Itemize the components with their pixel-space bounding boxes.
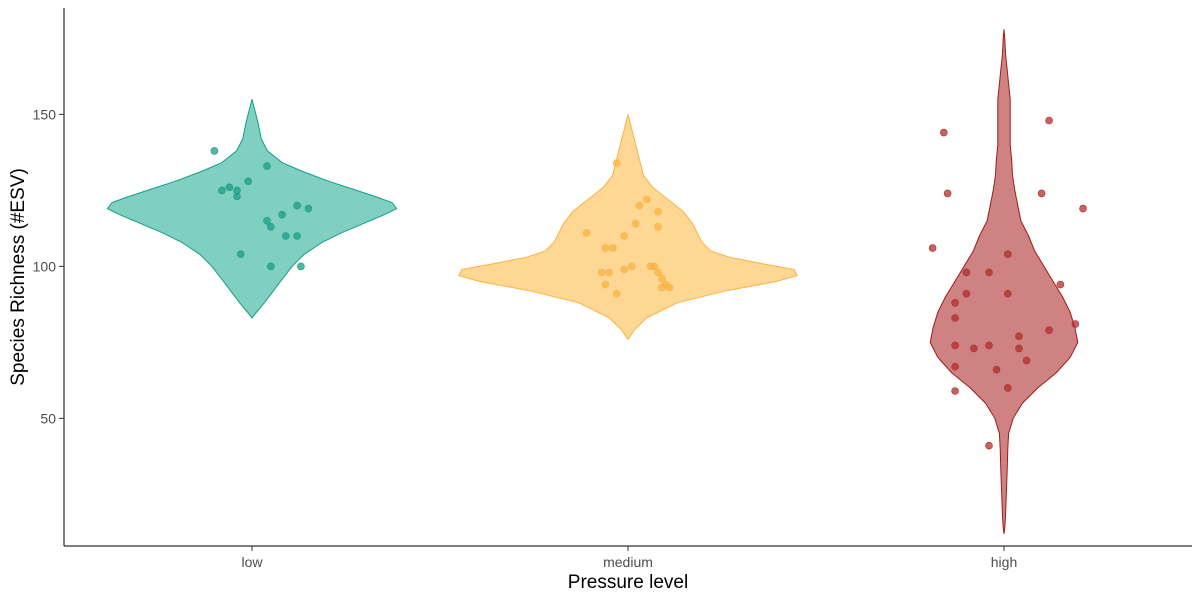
point-high: [1015, 332, 1023, 341]
point-low: [304, 204, 313, 213]
point-medium: [642, 195, 651, 204]
point-low: [210, 147, 219, 155]
point-medium: [631, 220, 640, 228]
point-high: [1037, 189, 1046, 198]
jitter-points-layer: [210, 116, 1087, 450]
point-medium: [654, 223, 662, 231]
point-low: [225, 183, 234, 192]
point-high: [985, 441, 993, 450]
point-high: [985, 268, 993, 277]
point-medium: [612, 159, 621, 167]
point-low: [233, 192, 241, 201]
point-high: [1022, 356, 1031, 365]
point-low: [293, 232, 301, 240]
point-high: [1071, 320, 1080, 328]
point-low: [244, 177, 252, 186]
y-tick-label: 100: [33, 258, 57, 274]
point-medium: [601, 244, 610, 252]
point-high: [1045, 116, 1053, 125]
x-axis-title: Pressure level: [568, 572, 688, 593]
point-high: [951, 387, 959, 395]
point-high: [939, 128, 948, 137]
point-medium: [597, 268, 606, 277]
point-low: [297, 262, 305, 271]
x-tick-label-high: high: [991, 554, 1017, 570]
point-high: [1015, 344, 1023, 353]
point-high: [928, 244, 937, 252]
point-low: [263, 217, 271, 225]
point-high: [985, 341, 993, 350]
violin-layer: [106, 29, 1079, 534]
point-medium: [601, 280, 610, 289]
point-high: [962, 289, 971, 298]
point-high: [951, 314, 959, 322]
point-low: [266, 262, 275, 271]
y-axis-ticks: 50 100 150: [33, 106, 64, 426]
violin-high: [929, 29, 1079, 534]
point-low: [293, 201, 301, 210]
x-tick-label-medium: medium: [603, 554, 653, 570]
point-high: [1045, 326, 1053, 335]
point-low: [236, 250, 245, 258]
point-medium: [620, 232, 629, 240]
point-low: [218, 186, 226, 195]
violin-medium: [458, 114, 798, 341]
point-medium: [657, 274, 666, 283]
x-tick-label-low: low: [241, 554, 263, 570]
point-medium: [582, 229, 591, 237]
point-medium: [612, 289, 621, 298]
point-medium: [635, 201, 644, 210]
x-axis-ticks: low medium high: [241, 546, 1017, 570]
point-high: [992, 365, 1001, 374]
point-low: [278, 210, 286, 219]
point-high: [1003, 384, 1012, 392]
point-high: [951, 362, 959, 371]
point-medium: [605, 268, 614, 277]
point-medium: [654, 207, 662, 216]
violin-low: [106, 99, 398, 319]
point-high: [962, 268, 971, 277]
point-low: [266, 223, 275, 231]
point-medium: [650, 262, 659, 271]
point-high: [951, 341, 959, 350]
point-high: [1056, 280, 1065, 289]
point-medium: [609, 244, 617, 252]
point-medium: [627, 262, 636, 271]
y-tick-label: 50: [40, 410, 56, 426]
point-high: [970, 344, 978, 353]
point-medium: [665, 283, 674, 292]
point-low: [281, 232, 290, 240]
point-medium: [654, 268, 662, 277]
point-medium: [620, 265, 629, 274]
point-high: [943, 189, 952, 198]
point-high: [1003, 289, 1012, 298]
point-high: [1079, 204, 1087, 213]
point-low: [263, 162, 271, 170]
point-high: [1003, 250, 1012, 258]
point-high: [951, 298, 959, 307]
y-tick-label: 150: [33, 106, 57, 122]
y-axis-title: Species Richness (#ESV): [8, 168, 29, 386]
